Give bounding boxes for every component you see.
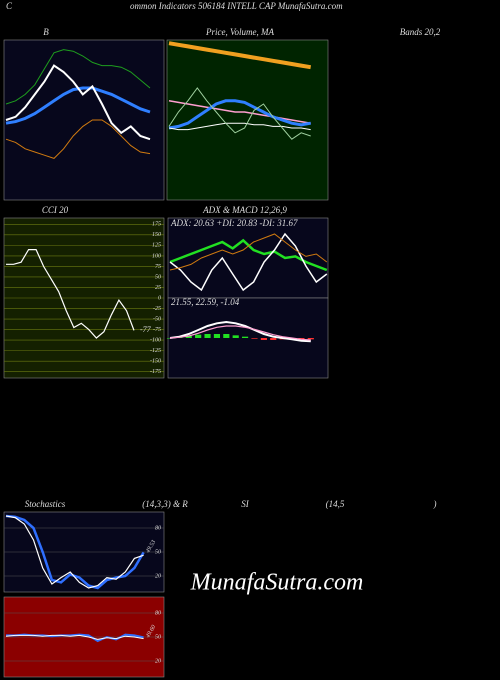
y-tick-label: 175 [152, 222, 161, 228]
series-line [168, 100, 311, 124]
series-line [5, 514, 145, 590]
header-initial: C [6, 1, 13, 11]
y-tick-label: -75 [153, 327, 161, 333]
series-line [169, 320, 311, 343]
panel-annotation: 21.55, 22.59, -1.04 [171, 297, 240, 307]
series-line [169, 238, 328, 272]
y-tick-label: 20 [155, 573, 161, 579]
y-tick-label: -25 [153, 306, 161, 312]
histogram-bar [232, 335, 239, 338]
series-line [168, 122, 311, 131]
series-line [169, 325, 311, 341]
panel-title_right: (14,3,3) & R [142, 499, 188, 509]
panel [3, 39, 165, 201]
y-tick-label: 50 [155, 274, 161, 280]
header-title: ommon Indicators 506184 INTELL CAP Munaf… [130, 1, 343, 11]
y-tick-label: 25 [155, 285, 161, 291]
panel-title: SI [241, 499, 250, 509]
y-tick-label: 125 [152, 243, 161, 249]
panel-annotation: ADX: 20.63 +DI: 20.83 -DI: 31.67 [170, 218, 298, 228]
y-tick-label: 75 [155, 264, 161, 270]
histogram-bar [242, 336, 249, 338]
y-tick-label: -150 [150, 359, 161, 365]
y-tick-label: 80 [155, 610, 161, 616]
histogram-bar [270, 338, 277, 340]
watermark: MunafaSutra.com [190, 570, 364, 596]
series-line [168, 99, 311, 130]
histogram-bar [260, 338, 267, 340]
series-line [5, 64, 151, 141]
panel-title: B [43, 27, 49, 37]
last-value-label: -77 [140, 325, 152, 334]
histogram-bar [307, 338, 314, 340]
y-tick-label: 20 [155, 658, 161, 664]
y-tick-label: 150 [152, 232, 161, 238]
panel-title_mid: (14,5 [326, 499, 345, 509]
panel-title: Stochastics [25, 499, 66, 509]
histogram-bar [204, 334, 211, 338]
series-line [5, 634, 144, 640]
histogram-bar [166, 338, 174, 339]
series-line [6, 249, 135, 339]
series-line [5, 49, 151, 105]
y-tick-label: 50 [155, 549, 161, 555]
histogram-bar [185, 336, 192, 338]
series-line [169, 232, 328, 292]
y-tick-label: -125 [150, 348, 161, 354]
series-line [169, 233, 328, 271]
panel-title: CCI 20 [42, 205, 69, 215]
series-line [5, 119, 151, 159]
y-tick-label: -100 [150, 337, 161, 343]
y-tick-label: 80 [155, 525, 161, 531]
histogram-bar [213, 334, 221, 338]
histogram-bar [298, 338, 305, 340]
histogram-bar [251, 338, 258, 339]
y-tick-label: -175 [150, 369, 161, 375]
panel-title_right: Bands 20,2 [400, 27, 441, 37]
histogram-bar [195, 334, 202, 338]
y-tick-label: 0 [158, 295, 161, 301]
panel-title: Price, Volume, MA [205, 27, 274, 37]
y-tick-label: -50 [153, 316, 161, 322]
series-line [5, 515, 144, 589]
series-line [168, 87, 311, 140]
y-tick-label: 50 [155, 634, 161, 640]
series-line [168, 41, 312, 70]
panel-title: ADX & MACD 12,26,9 [202, 205, 287, 215]
panel-title_right: ) [433, 499, 437, 509]
histogram-bar [223, 334, 230, 338]
y-tick-label: 100 [152, 253, 161, 259]
